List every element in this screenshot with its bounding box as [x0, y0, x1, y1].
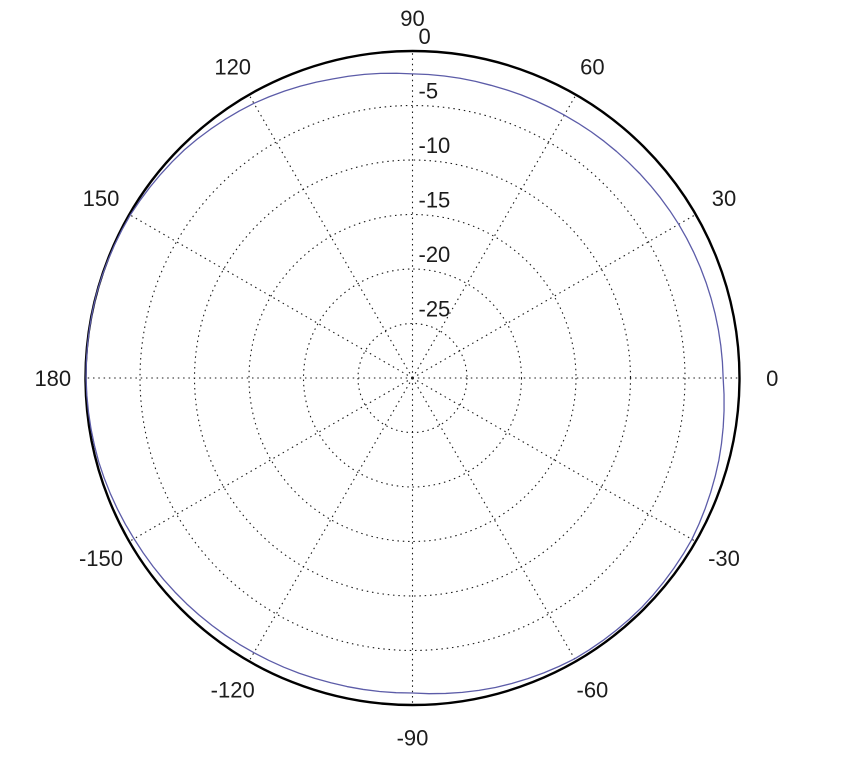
grid-spoke — [248, 94, 413, 379]
angle-tick-label: -30 — [708, 546, 740, 571]
angle-tick-label: 60 — [580, 54, 604, 79]
angle-tick-label: -60 — [577, 677, 609, 702]
grid-spoke — [412, 94, 577, 379]
angle-tick-label: 120 — [214, 54, 251, 79]
radial-tick-label: -5 — [419, 79, 439, 104]
angle-tick-label: 0 — [766, 366, 778, 391]
angle-tick-label: 180 — [34, 366, 71, 391]
angle-tick-label: -120 — [211, 677, 255, 702]
grid-spoke — [412, 377, 696, 542]
angle-tick-label: 150 — [83, 186, 120, 211]
radial-tick-label: 0 — [419, 24, 431, 49]
grid-spoke — [129, 214, 413, 379]
angle-tick-label: 30 — [712, 186, 736, 211]
angle-tick-label: -90 — [397, 726, 429, 751]
grid-spoke — [248, 377, 413, 662]
grid-ring — [302, 268, 523, 488]
pattern-curve — [85, 72, 725, 695]
radial-tick-label: -10 — [419, 133, 451, 158]
radial-tick-label: -25 — [419, 297, 451, 322]
angle-tick-label: -150 — [79, 546, 123, 571]
angle-tick-label: 90 — [400, 6, 424, 31]
grid-ring — [248, 213, 577, 543]
grid-ring — [139, 104, 686, 652]
radial-tick-label: -20 — [419, 242, 451, 267]
grid-spoke — [129, 377, 413, 542]
grid-spoke — [412, 377, 577, 662]
grid-spoke — [412, 214, 696, 379]
radial-tick-label: -15 — [419, 188, 451, 213]
